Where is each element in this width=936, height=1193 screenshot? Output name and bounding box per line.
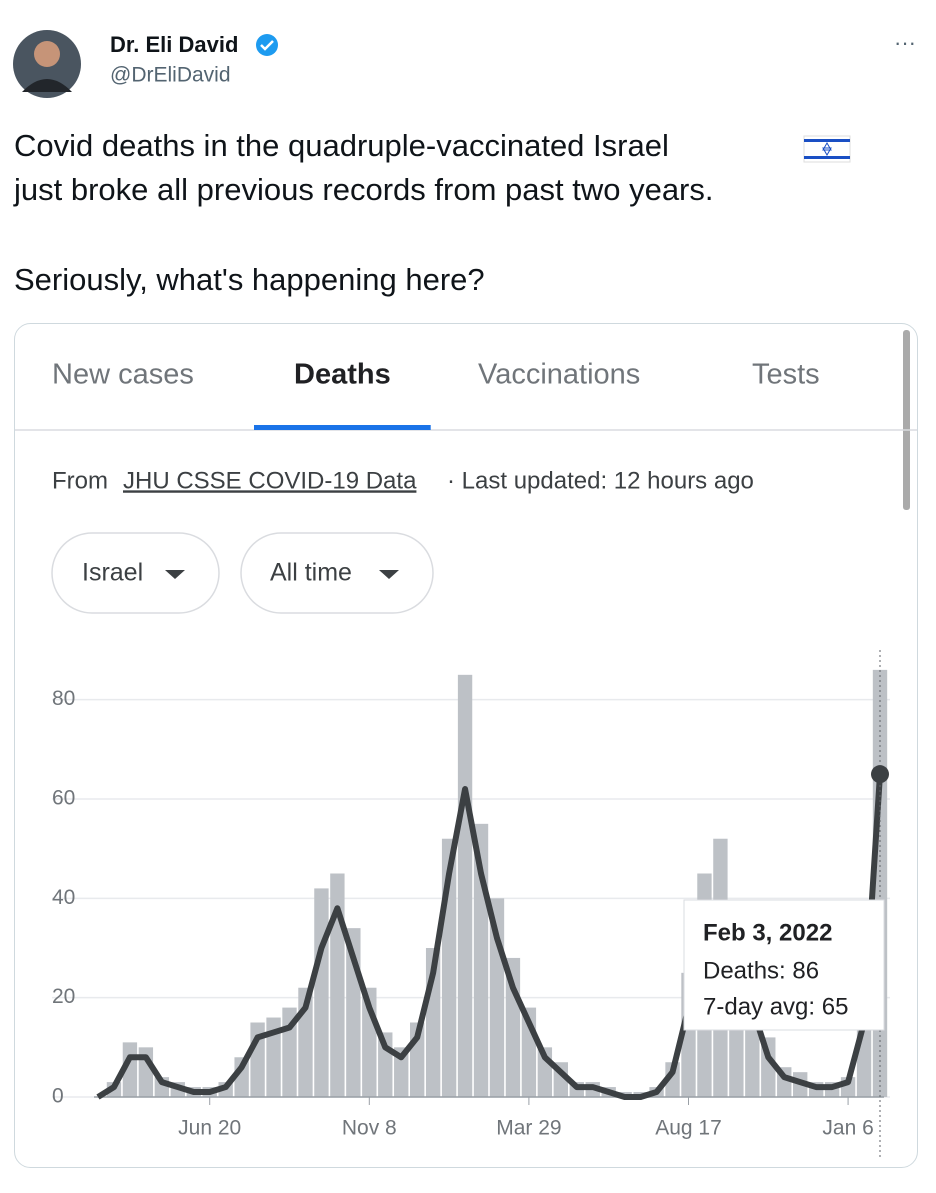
filter-label: All time <box>270 559 352 587</box>
bar <box>330 873 345 1097</box>
dropdown-arrow <box>165 570 185 579</box>
avatar-body <box>22 79 72 92</box>
hover-dot <box>871 765 889 784</box>
menu[interactable]: ··· <box>894 30 916 55</box>
tab[interactable]: Deaths <box>294 359 391 391</box>
author-handle[interactable]: @DrEliDavid <box>110 64 231 87</box>
bar <box>314 888 329 1097</box>
verified-check <box>260 40 274 51</box>
y-tick-label: 0 <box>52 1085 64 1108</box>
tooltip-line: 7-day avg: 65 <box>703 993 848 1020</box>
x-tick-label: Mar 29 <box>496 1117 561 1140</box>
tooltip-title: Feb 3, 2022 <box>703 919 832 946</box>
tweet-line: just broke all previous records from pas… <box>13 172 714 207</box>
bar <box>394 1047 409 1097</box>
scrollbar <box>903 330 910 510</box>
tweet-line: Seriously, what's happening here? <box>14 262 485 297</box>
x-tick-label: Aug 17 <box>655 1117 722 1140</box>
filter-button[interactable] <box>51 532 220 614</box>
source-suffix: · Last updated: 12 hours ago <box>447 467 754 494</box>
tab[interactable]: Vaccinations <box>478 359 640 391</box>
dropdown-arrow <box>379 570 399 579</box>
bar <box>457 674 473 1097</box>
source-link[interactable]: JHU CSSE COVID-19 Data <box>123 467 417 494</box>
source-prefix: From <box>52 467 108 494</box>
tooltip-line: Deaths: 86 <box>703 957 819 984</box>
y-tick-label: 40 <box>52 886 75 909</box>
tab-indicator <box>254 425 431 430</box>
y-tick-label: 60 <box>52 787 75 810</box>
tab[interactable]: New cases <box>52 359 194 391</box>
bar <box>266 1017 281 1097</box>
y-tick-label: 80 <box>52 687 75 710</box>
x-tick-label: Jun 20 <box>178 1117 241 1140</box>
author-name[interactable]: Dr. Eli David <box>110 32 238 57</box>
x-tick-label: Nov 8 <box>342 1117 397 1140</box>
flag <box>803 135 851 163</box>
tab[interactable]: Tests <box>752 359 820 391</box>
tweet-line: Covid deaths in the quadruple-vaccinated… <box>14 128 669 163</box>
avatar-face <box>34 41 60 67</box>
filter-button[interactable] <box>240 532 434 614</box>
filter-label: Israel <box>82 559 143 587</box>
tooltip <box>683 899 885 1031</box>
bar <box>665 1062 680 1097</box>
x-tick-label: Jan 6 <box>822 1117 873 1140</box>
verified-badge <box>256 34 278 56</box>
y-tick-label: 20 <box>52 985 75 1008</box>
